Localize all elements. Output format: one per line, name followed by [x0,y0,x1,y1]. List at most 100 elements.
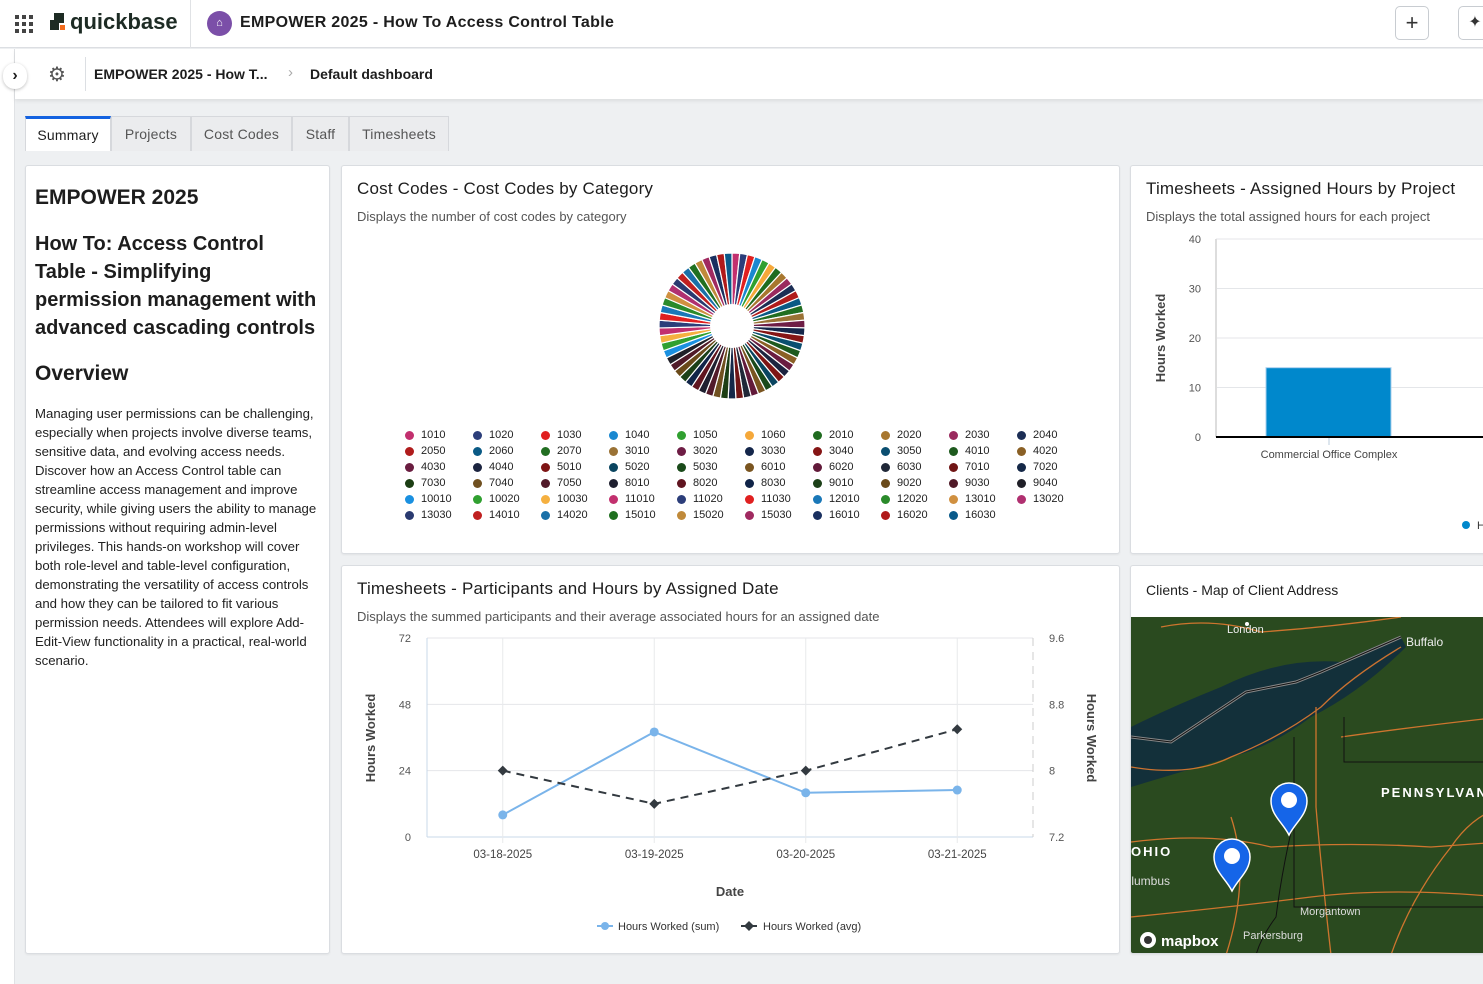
legend-dot [949,446,958,456]
map-pin-icon[interactable] [1213,838,1251,893]
legend-item[interactable]: 2070 [541,445,609,457]
data-point[interactable] [952,785,962,795]
card-body: Managing user permissions can be challen… [35,406,317,668]
legend-item[interactable]: 8020 [677,477,745,489]
client-map[interactable]: London Buffalo PENNSYLVANIA OHIO Columbu… [1131,617,1483,954]
legend-item[interactable]: 14020 [541,509,609,521]
legend-item[interactable]: 9020 [881,477,949,489]
legend-item[interactable]: 6030 [881,461,949,473]
legend-item[interactable]: 13030 [405,509,473,521]
legend-item[interactable]: 1060 [745,429,813,441]
bar[interactable] [1265,367,1392,438]
legend-item[interactable]: 9010 [813,477,881,489]
legend-item[interactable]: 3030 [745,445,813,457]
legend-item[interactable]: 2060 [473,445,541,457]
legend-item[interactable]: 15020 [677,509,745,521]
legend-label: 1060 [761,429,786,441]
quickbase-logo-icon[interactable] [50,13,66,31]
legend-item[interactable]: 3010 [609,445,677,457]
tab-projects[interactable]: Projects [111,116,191,151]
legend-item[interactable]: 5020 [609,461,677,473]
legend-item[interactable]: 12020 [881,493,949,505]
app-icon[interactable]: ⌂ [207,11,232,36]
legend-item[interactable]: 16020 [881,509,949,521]
legend-item[interactable]: 1050 [677,429,745,441]
legend-item[interactable]: 14010 [473,509,541,521]
legend-item[interactable]: 6020 [813,461,881,473]
legend-item[interactable]: 4010 [949,445,1017,457]
tab-cost-codes[interactable]: Cost Codes [191,116,292,151]
legend-item[interactable]: 15010 [609,509,677,521]
legend-item[interactable]: 8010 [609,477,677,489]
legend-item[interactable]: 3040 [813,445,881,457]
legend-dot [745,478,754,488]
legend-item[interactable]: 9040 [1017,477,1085,489]
legend-item[interactable]: 1020 [473,429,541,441]
legend-item[interactable]: 7040 [473,477,541,489]
ai-assistant-button[interactable]: ✦ [1458,6,1483,40]
app-grid-icon[interactable] [15,15,33,33]
legend-item[interactable]: 5010 [541,461,609,473]
legend-item[interactable]: 12010 [813,493,881,505]
legend-item[interactable]: 15030 [745,509,813,521]
legend-item[interactable]: 9030 [949,477,1017,489]
x-axis-label: Date [716,884,744,899]
tab-staff[interactable]: Staff [292,116,349,151]
legend-label: 13020 [1033,493,1064,505]
legend-label[interactable]: Hours Worked [1477,520,1483,532]
legend-item[interactable]: 13010 [949,493,1017,505]
breadcrumb-app[interactable]: EMPOWER 2025 - How T... [94,66,268,82]
legend-item[interactable]: 3050 [881,445,949,457]
app-title[interactable]: EMPOWER 2025 - How To Access Control Tab… [240,14,615,31]
map-pin-icon[interactable] [1270,782,1308,837]
tab-summary[interactable]: Summary [25,116,111,151]
legend-item[interactable]: 10010 [405,493,473,505]
data-point[interactable] [649,727,659,737]
pie-legend: 1010 1020 1030 1040 1050 1060 2010 2020 2030 2040… [405,429,1085,521]
legend-item[interactable]: 3020 [677,445,745,457]
legend-label[interactable]: Hours Worked (avg) [763,921,861,933]
legend-item[interactable]: 5030 [677,461,745,473]
legend-item[interactable]: 4040 [473,461,541,473]
legend-item[interactable]: 7020 [1017,461,1085,473]
legend-label: 15030 [761,509,792,521]
brand-name[interactable]: quickbase [70,9,178,34]
add-button[interactable]: + [1395,6,1429,40]
legend-item[interactable]: 6010 [745,461,813,473]
data-point[interactable] [801,788,811,798]
legend-item[interactable]: 16010 [813,509,881,521]
legend-item[interactable]: 1010 [405,429,473,441]
data-point[interactable] [952,724,963,735]
legend-item[interactable]: 4020 [1017,445,1085,457]
legend-item[interactable]: 7030 [405,477,473,489]
legend-item[interactable]: 2010 [813,429,881,441]
legend-item[interactable]: 4030 [405,461,473,473]
legend-item[interactable]: 2040 [1017,429,1085,441]
legend-item[interactable]: 1030 [541,429,609,441]
legend-item[interactable]: 10020 [473,493,541,505]
breadcrumb-page[interactable]: Default dashboard [310,66,433,82]
data-point[interactable] [800,765,811,776]
legend-item[interactable]: 13020 [1017,493,1085,505]
legend-item[interactable]: 1040 [609,429,677,441]
legend-item[interactable]: 11030 [745,493,813,505]
legend-item[interactable]: 10030 [541,493,609,505]
settings-gear-icon[interactable]: ⚙ [48,64,66,86]
legend-item[interactable]: 2030 [949,429,1017,441]
legend-item[interactable]: 11010 [609,493,677,505]
legend-item[interactable]: 11020 [677,493,745,505]
legend-label[interactable]: Hours Worked (sum) [618,921,719,933]
map-attribution[interactable]: mapbox [1161,933,1219,950]
legend-item[interactable]: 2020 [881,429,949,441]
legend-item[interactable]: 16030 [949,509,1017,521]
legend-item[interactable]: 7010 [949,461,1017,473]
legend-label: 8020 [693,477,718,489]
expand-sidebar-button[interactable]: › [3,63,27,89]
legend-item[interactable]: 7050 [541,477,609,489]
data-point[interactable] [498,810,508,820]
data-point[interactable] [497,765,508,776]
data-point[interactable] [649,798,660,809]
legend-item[interactable]: 8030 [745,477,813,489]
tab-timesheets[interactable]: Timesheets [349,116,449,151]
legend-item[interactable]: 2050 [405,445,473,457]
